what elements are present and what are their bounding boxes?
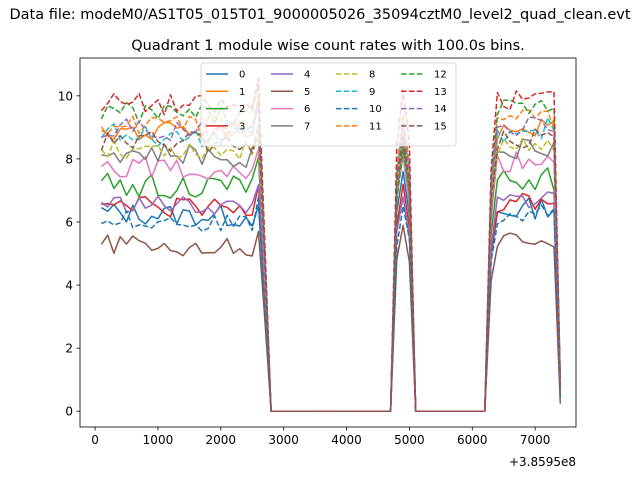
series-line-4 xyxy=(100,183,562,412)
legend-label-9: 9 xyxy=(369,87,375,98)
x-tick-label: 0 xyxy=(91,433,99,447)
x-offset-text: +3.8595e8 xyxy=(509,455,576,469)
series-line-10 xyxy=(101,196,562,412)
legend-label-1: 1 xyxy=(239,87,245,98)
legend-label-6: 6 xyxy=(304,104,310,115)
legend-label-13: 13 xyxy=(434,87,447,98)
series-line-5 xyxy=(100,224,562,412)
legend-label-14: 14 xyxy=(434,104,447,115)
y-tick-label: 0 xyxy=(65,405,73,419)
legend-label-0: 0 xyxy=(239,70,245,81)
series-line-3 xyxy=(101,183,562,412)
series-line-6 xyxy=(100,148,562,412)
legend-label-15: 15 xyxy=(434,121,447,132)
series-line-2 xyxy=(100,132,562,412)
y-tick-label: 2 xyxy=(65,342,73,356)
series-line-11 xyxy=(101,95,562,412)
legend-box xyxy=(200,62,457,147)
x-tick-label: 1000 xyxy=(143,433,174,447)
legend-label-7: 7 xyxy=(304,121,310,132)
legend-label-4: 4 xyxy=(304,70,310,81)
legend-label-8: 8 xyxy=(369,70,375,81)
legend-label-3: 3 xyxy=(239,121,245,132)
series-line-15 xyxy=(100,123,562,412)
legend-label-5: 5 xyxy=(304,87,310,98)
series-line-7 xyxy=(101,137,562,412)
legend-label-11: 11 xyxy=(369,121,382,132)
x-tick-label: 5000 xyxy=(394,433,425,447)
x-tick-label: 6000 xyxy=(457,433,488,447)
y-tick-label: 8 xyxy=(65,152,73,166)
y-tick-label: 4 xyxy=(65,279,73,293)
x-tick-label: 3000 xyxy=(268,433,299,447)
y-tick-label: 6 xyxy=(65,216,73,230)
y-tick-label: 10 xyxy=(58,89,73,103)
x-tick-label: 2000 xyxy=(206,433,237,447)
legend-label-12: 12 xyxy=(434,70,447,81)
legend-label-2: 2 xyxy=(239,104,245,115)
chart-title: Quadrant 1 module wise count rates with … xyxy=(131,38,525,54)
legend-label-10: 10 xyxy=(369,104,382,115)
axes-frame xyxy=(79,57,577,428)
series-line-8 xyxy=(100,129,562,412)
series-line-0 xyxy=(101,170,562,412)
x-tick-label: 4000 xyxy=(331,433,362,447)
chart-suptitle: Data file: modeM0/AS1T05_015T01_90000050… xyxy=(9,7,630,23)
x-tick-label: 7000 xyxy=(520,433,551,447)
